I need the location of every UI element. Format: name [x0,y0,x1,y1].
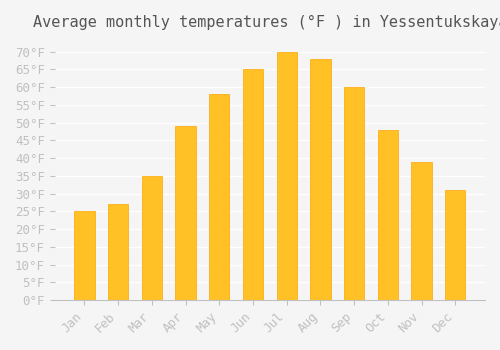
Bar [176,126,196,300]
Bar [74,211,94,300]
Bar [344,87,364,300]
Title: Average monthly temperatures (°F ) in Yessentukskaya: Average monthly temperatures (°F ) in Ye… [32,15,500,30]
Bar [243,69,263,300]
Bar [310,59,330,300]
Bar [378,130,398,300]
Bar [142,176,162,300]
Bar [412,162,432,300]
Bar [445,190,466,300]
Bar [209,94,230,300]
Bar [276,51,297,300]
Bar [108,204,128,300]
